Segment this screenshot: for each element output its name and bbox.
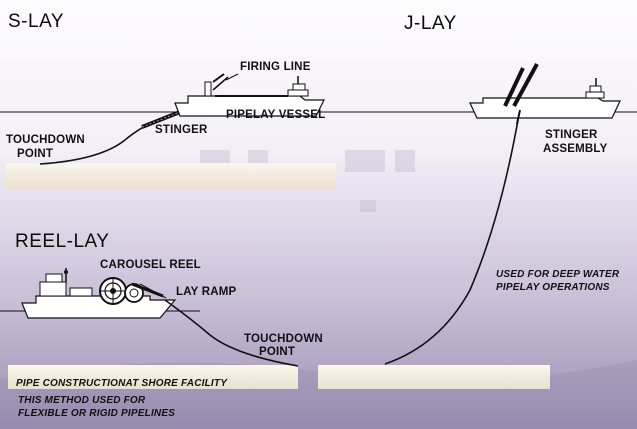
method-note-line2: FLEXIBLE OR RIGID PIPELINES	[18, 408, 176, 419]
reel-lay-touchdown-label-line1: TOUCHDOWN	[244, 333, 323, 345]
lay-ramp-label: LAY RAMP	[176, 286, 237, 298]
s-lay-seabed	[6, 163, 336, 189]
reel-lay-title: REEL-LAY	[15, 231, 110, 252]
carousel-reel-label: CAROUSEL REEL	[100, 259, 201, 271]
stinger-icon	[141, 110, 181, 129]
pipelay-vessel-label: PIPELAY VESSEL	[226, 109, 326, 121]
j-lay-title: J-LAY	[404, 13, 457, 34]
reel-lay-touchdown-label-line2: POINT	[259, 346, 296, 358]
firing-line-label: FIRING LINE	[240, 61, 311, 73]
deep-water-note-line2: PIPELAY OPERATIONS	[496, 282, 610, 293]
stinger-assembly-label-line2: ASSEMBLY	[543, 143, 608, 155]
deep-water-note-line1: USED FOR DEEP WATER	[496, 269, 620, 280]
s-lay-touchdown-label-line2: POINT	[17, 148, 54, 160]
stinger-label: STINGER	[155, 124, 208, 136]
method-note-line1: THIS METHOD USED FOR	[18, 395, 146, 406]
shore-facility-seabed-left	[8, 365, 298, 389]
shore-facility-label: PIPE CONSTRUCTIONAT SHORE FACILITY	[16, 378, 228, 389]
j-lay-pipeline	[384, 119, 519, 365]
stinger-assembly-label-line1: STINGER	[545, 129, 598, 141]
s-lay-touchdown-label-line1: TOUCHDOWN	[6, 134, 85, 146]
reel-lay-pipeline	[164, 299, 299, 367]
firing-line-pointer	[225, 73, 239, 81]
pipelay-vessel-icon	[174, 73, 325, 117]
shore-facility-seabed-right	[318, 365, 550, 389]
lay-ramp-icon	[131, 282, 167, 299]
s-lay-title: S-LAY	[8, 11, 65, 32]
